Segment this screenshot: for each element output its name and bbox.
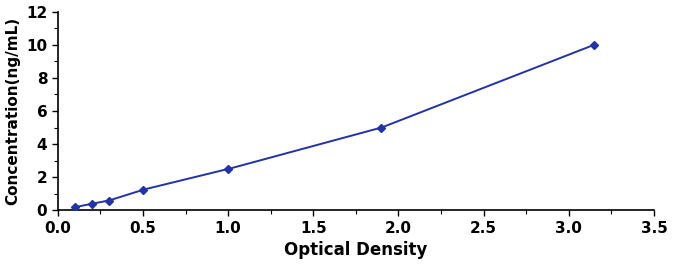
X-axis label: Optical Density: Optical Density (284, 241, 427, 259)
Y-axis label: Concentration(ng/mL): Concentration(ng/mL) (5, 17, 21, 205)
